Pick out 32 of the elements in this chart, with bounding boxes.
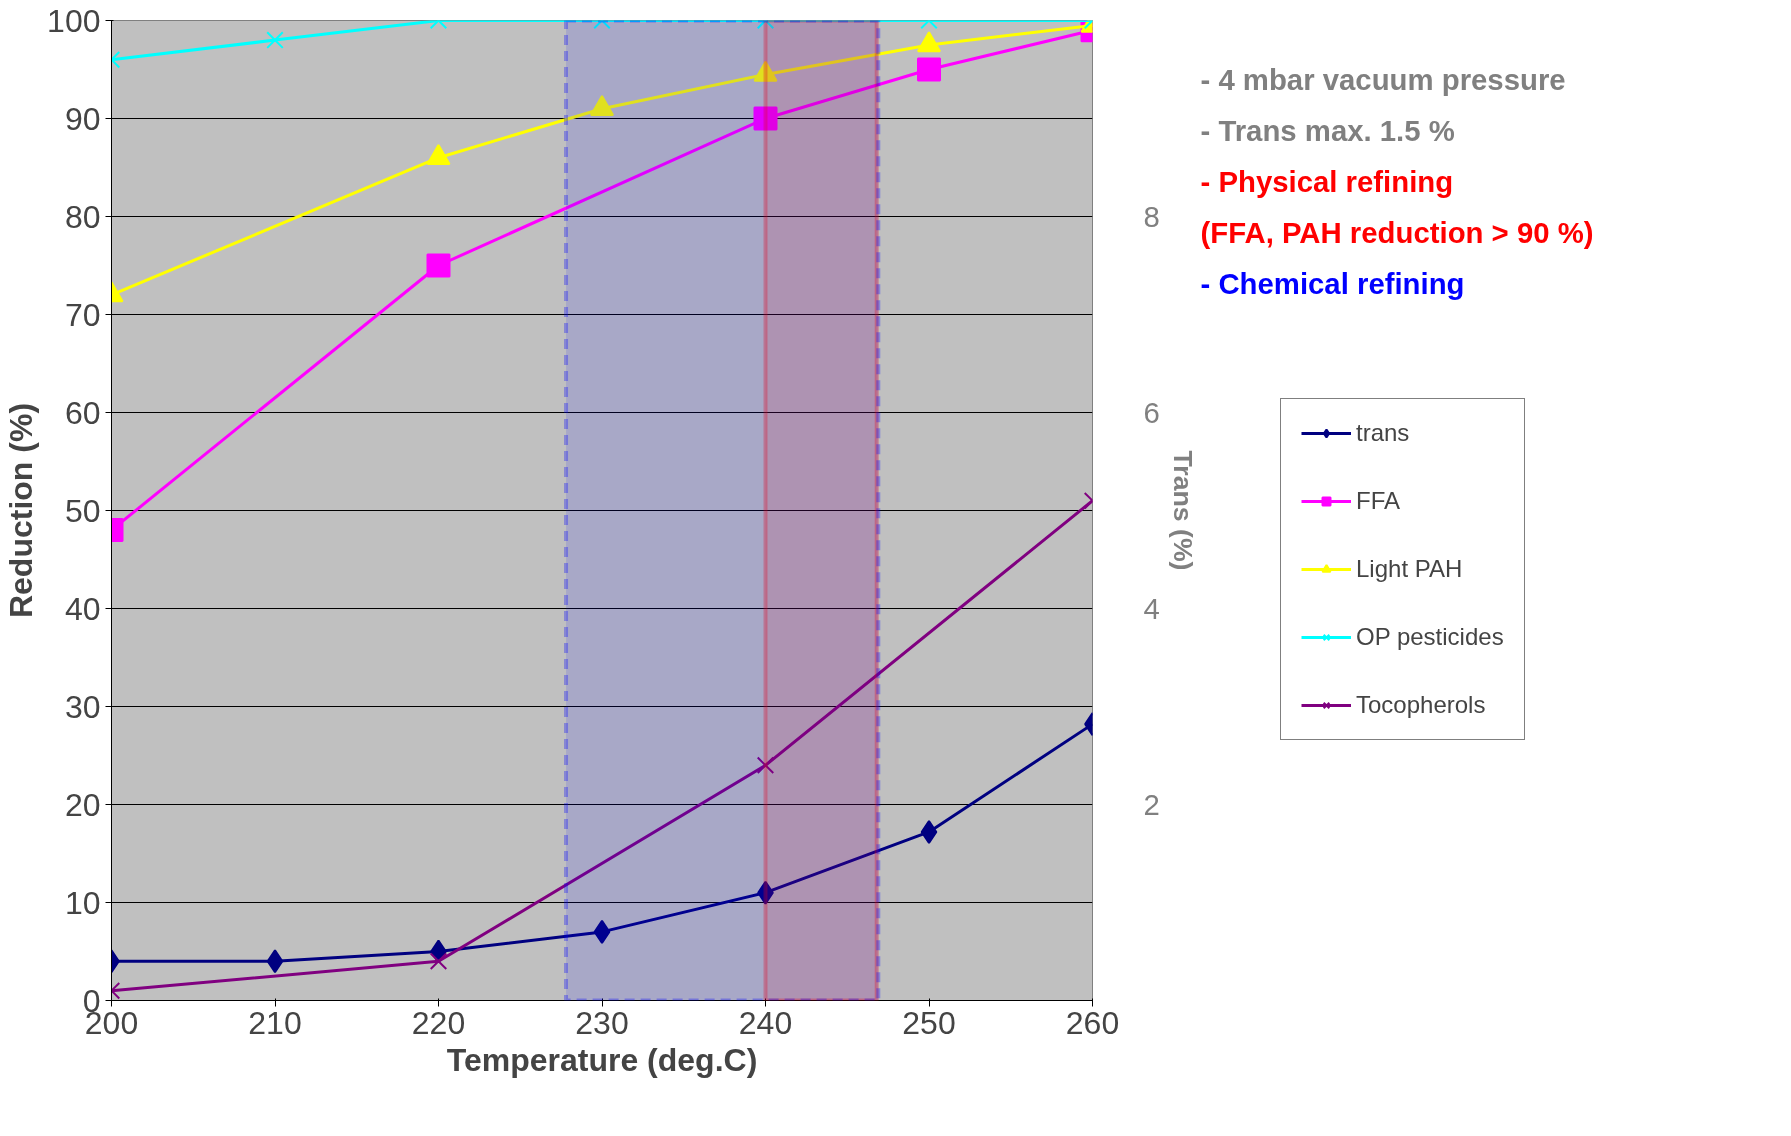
x-axis-title: Temperature (deg.C): [446, 1041, 758, 1078]
y-tick-label: 70: [64, 296, 101, 333]
y-tick-label: 10: [64, 884, 101, 921]
legend-label: OP pesticides: [1356, 623, 1504, 651]
legend-label: Tocopherols: [1356, 691, 1486, 719]
y2-axis-title: Trans (%): [1167, 450, 1198, 571]
legend-label: trans: [1356, 419, 1410, 447]
y-axis-title: Reduction (%): [3, 402, 40, 619]
x-tick-label: 250: [902, 1004, 956, 1041]
y2-tick-label: 8: [1143, 199, 1160, 233]
y-tick-label: 30: [64, 688, 101, 725]
legend-label: Light PAH: [1356, 555, 1463, 583]
y-tick-label: 60: [64, 394, 101, 431]
y-tick-label: 90: [64, 100, 101, 137]
text: - Trans max. 1.5 %: [1200, 113, 1455, 147]
x-tick-label: 220: [411, 1004, 466, 1041]
y2-tick-label: 4: [1143, 591, 1160, 625]
legend-label: FFA: [1356, 487, 1401, 515]
y-tick-label: 20: [64, 786, 101, 823]
y-tick-label: 100: [47, 2, 101, 39]
x-tick-label: 260: [1065, 1004, 1120, 1041]
x-tick-label: 240: [738, 1004, 793, 1041]
text: - 4 mbar vacuum pressure: [1200, 62, 1566, 96]
band-label: - Chemical refining: [1200, 266, 1465, 300]
y-tick-label: 50: [64, 492, 101, 529]
y2-tick-label: 6: [1143, 395, 1160, 429]
band-label: - Physical refining (FFA, PAH reduction > 90 %): [1200, 164, 1594, 249]
y-tick-label: 40: [64, 590, 101, 627]
x-tick-label: 210: [248, 1004, 302, 1041]
y2-tick-label: 2: [1143, 787, 1160, 821]
y-tick-label: 80: [64, 198, 101, 235]
x-tick-label: 230: [575, 1004, 629, 1041]
